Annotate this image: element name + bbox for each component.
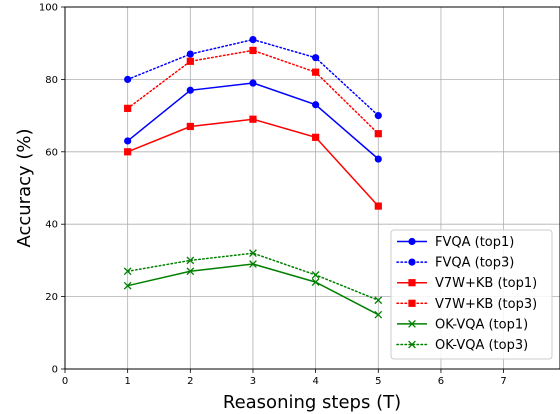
legend: FVQA (top1) FVQA (top3) V7W+KB (top1) V7W+K… bbox=[390, 229, 553, 360]
plot-frame bbox=[64, 6, 560, 370]
data-point bbox=[311, 278, 320, 286]
legend-label: OK-VQA (top3) bbox=[435, 338, 528, 353]
series-line bbox=[126, 252, 380, 301]
legend-label: V7W+KB (top3) bbox=[435, 297, 537, 312]
x-tick-label: 3 bbox=[250, 376, 256, 387]
data-point bbox=[312, 54, 320, 62]
x-tick-label: 1 bbox=[124, 376, 130, 387]
x-tick-label: 0 bbox=[62, 376, 68, 387]
series-2 bbox=[124, 115, 382, 210]
data-point bbox=[124, 75, 132, 83]
legend-marker bbox=[408, 340, 416, 349]
data-point bbox=[186, 86, 194, 94]
data-point bbox=[374, 130, 382, 138]
series-1 bbox=[124, 35, 382, 120]
series-0 bbox=[124, 79, 382, 163]
series-4 bbox=[123, 260, 383, 319]
series-5 bbox=[123, 249, 383, 305]
data-point bbox=[123, 267, 132, 276]
x-tick-label: 7 bbox=[500, 376, 506, 387]
legend-label: V7W+KB (top1) bbox=[435, 276, 537, 291]
y-tick-label: 0 bbox=[52, 365, 58, 376]
legend-label: FVQA (top3) bbox=[435, 256, 514, 271]
data-point bbox=[249, 79, 257, 87]
legend-marker bbox=[408, 237, 416, 246]
legend-marker bbox=[408, 279, 416, 287]
legend-item: FVQA (top1) bbox=[397, 235, 514, 250]
legend-box bbox=[390, 229, 553, 360]
legend-marker bbox=[408, 320, 416, 328]
y-tick-label: 20 bbox=[45, 292, 58, 303]
legend-label: FVQA (top1) bbox=[435, 235, 514, 250]
data-point bbox=[374, 296, 383, 305]
data-point bbox=[249, 46, 257, 55]
data-point bbox=[186, 256, 195, 265]
data-point bbox=[124, 137, 132, 145]
data-point bbox=[374, 310, 383, 319]
data-point bbox=[311, 271, 320, 279]
x-tick-label: 5 bbox=[375, 376, 381, 387]
data-point bbox=[249, 249, 257, 258]
legend-item: OK-VQA (top3) bbox=[396, 338, 528, 353]
series-layer bbox=[123, 35, 383, 319]
data-point bbox=[374, 202, 382, 210]
data-point bbox=[312, 101, 320, 109]
data-point bbox=[186, 50, 194, 58]
x-tick-label: 6 bbox=[438, 376, 444, 387]
legend-item: V7W+KB (top3) bbox=[396, 297, 537, 312]
data-point bbox=[123, 281, 132, 290]
legend-item: OK-VQA (top1) bbox=[397, 317, 528, 332]
legend-item: V7W+KB (top1) bbox=[397, 276, 537, 291]
y-axis-label: Accuracy (%) bbox=[14, 128, 35, 247]
data-point bbox=[249, 260, 257, 268]
x-tick-label: 4 bbox=[312, 376, 318, 387]
legend-label: OK-VQA (top1) bbox=[435, 317, 528, 332]
data-point bbox=[312, 133, 320, 141]
y-tick-label: 80 bbox=[45, 75, 58, 86]
y-tick-label: 100 bbox=[39, 3, 58, 14]
data-point bbox=[374, 155, 382, 163]
legend-marker bbox=[408, 299, 416, 307]
y-tick-label: 40 bbox=[45, 220, 58, 231]
x-axis-label: Reasoning steps (T) bbox=[223, 392, 401, 413]
data-point bbox=[312, 68, 320, 76]
legend-item: FVQA (top3) bbox=[396, 256, 514, 271]
data-point bbox=[124, 104, 132, 112]
axis-ticks: 0 1 2 3 4 5 6 7 0 20 40 60 80 100 bbox=[39, 3, 507, 388]
data-point bbox=[186, 57, 194, 65]
x-tick-label: 2 bbox=[187, 376, 193, 387]
legend-marker bbox=[408, 258, 416, 266]
data-point bbox=[186, 267, 195, 276]
y-tick-label: 60 bbox=[45, 147, 58, 158]
data-point bbox=[374, 112, 382, 120]
data-point bbox=[124, 148, 132, 156]
series-3 bbox=[124, 46, 382, 138]
data-point bbox=[249, 35, 257, 44]
data-point bbox=[249, 115, 257, 123]
data-point bbox=[186, 122, 194, 131]
